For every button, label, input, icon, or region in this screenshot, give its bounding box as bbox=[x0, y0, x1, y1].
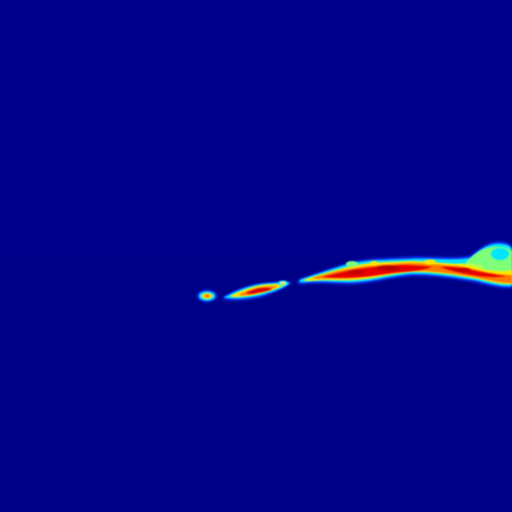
background-upper bbox=[0, 0, 512, 258]
